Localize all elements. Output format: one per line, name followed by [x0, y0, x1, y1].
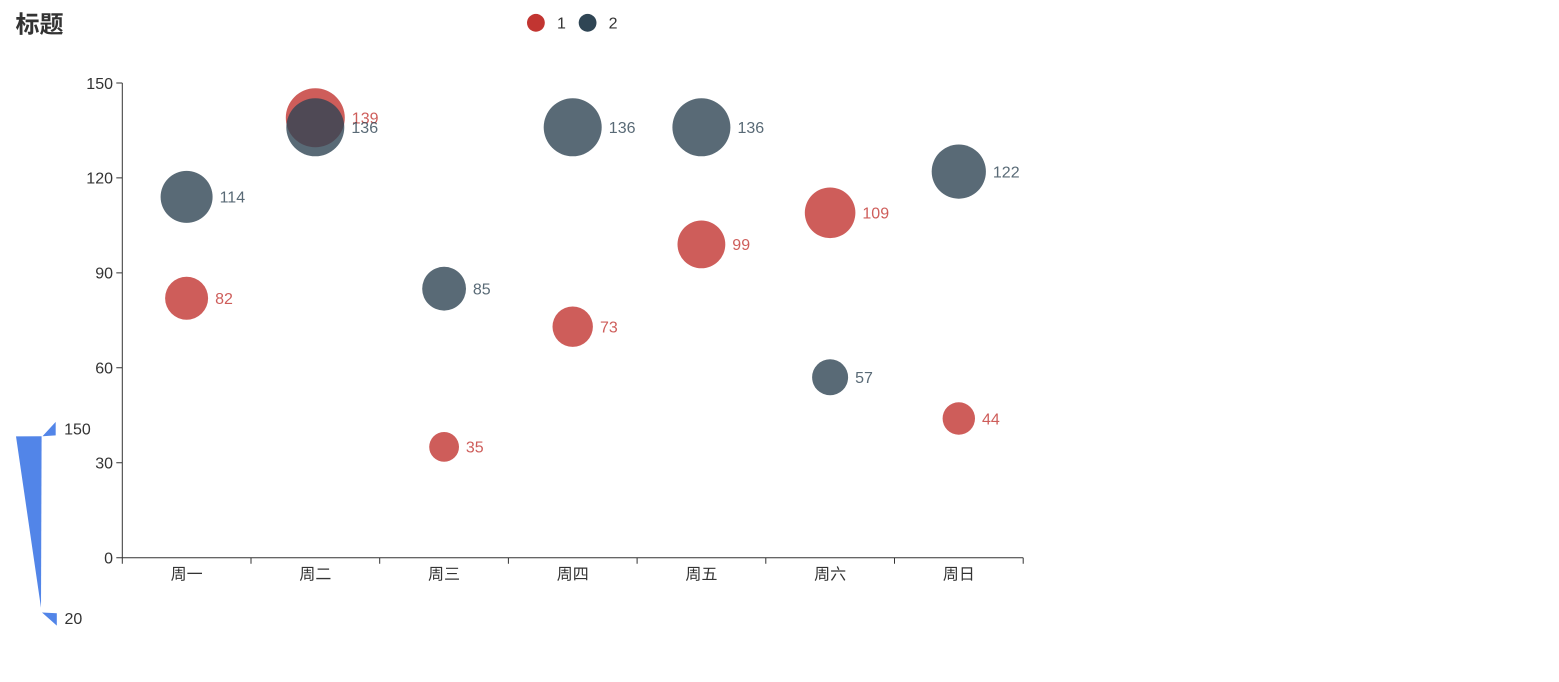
svg-text:44: 44 — [982, 411, 1000, 428]
svg-text:82: 82 — [215, 291, 233, 308]
svg-text:136: 136 — [609, 120, 636, 137]
svg-text:57: 57 — [855, 370, 873, 387]
svg-text:122: 122 — [993, 164, 1020, 181]
svg-text:150: 150 — [86, 76, 113, 93]
svg-text:139: 139 — [352, 111, 379, 128]
svg-text:109: 109 — [862, 206, 889, 223]
svg-text:2: 2 — [609, 16, 618, 33]
svg-text:114: 114 — [220, 190, 246, 207]
svg-text:85: 85 — [473, 282, 491, 299]
svg-text:60: 60 — [95, 361, 113, 378]
svg-text:73: 73 — [600, 320, 618, 337]
svg-text:1: 1 — [557, 16, 566, 33]
svg-text:136: 136 — [351, 120, 378, 137]
svg-text:136: 136 — [738, 120, 765, 137]
svg-text:35: 35 — [466, 440, 484, 457]
svg-text:120: 120 — [86, 171, 113, 188]
svg-text:99: 99 — [732, 237, 750, 254]
svg-text:20: 20 — [65, 611, 83, 628]
svg-text:0: 0 — [104, 551, 113, 568]
svg-text:90: 90 — [95, 266, 113, 283]
svg-text:150: 150 — [64, 421, 91, 438]
svg-text:30: 30 — [95, 456, 113, 473]
